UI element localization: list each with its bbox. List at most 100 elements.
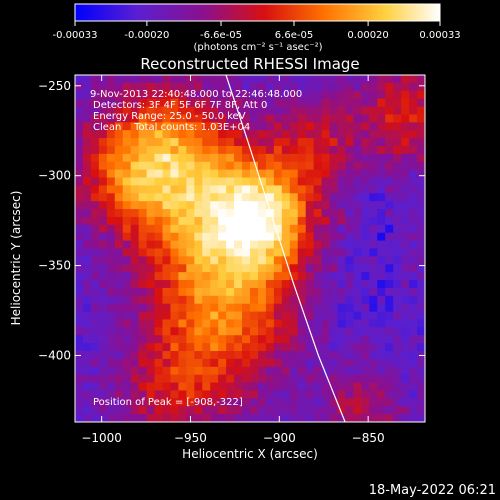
- heatmap-cell: [130, 161, 140, 171]
- heatmap-cell: [106, 130, 116, 139]
- heatmap-cell: [170, 398, 179, 407]
- heatmap-cell: [313, 130, 323, 139]
- heatmap-cell: [369, 130, 378, 139]
- heatmap-cell: [337, 319, 347, 328]
- heatmap-cell: [321, 106, 331, 116]
- heatmap-cell: [329, 406, 339, 415]
- heatmap-cell: [257, 232, 267, 242]
- heatmap-cell: [273, 153, 283, 163]
- heatmap-cell: [218, 177, 227, 187]
- heatmap-cell: [186, 382, 195, 392]
- heatmap-cell: [194, 351, 203, 360]
- heatmap-cell: [178, 256, 187, 265]
- heatmap-cell: [130, 390, 140, 399]
- heatmap-cell: [82, 193, 92, 202]
- heatmap-cell: [186, 240, 195, 250]
- heatmap-cell: [345, 75, 354, 84]
- heatmap-cell: [178, 75, 187, 84]
- heatmap-cell: [321, 98, 331, 108]
- heatmap-cell: [369, 82, 378, 92]
- heatmap-cell: [393, 327, 402, 336]
- heatmap-cell: [345, 224, 354, 234]
- heatmap-cell: [146, 169, 156, 179]
- heatmap-cell: [329, 319, 339, 328]
- heatmap-cell: [234, 216, 243, 226]
- heatmap-cell: [210, 75, 219, 84]
- heatmap-cell: [226, 114, 235, 123]
- heatmap-cell: [257, 335, 267, 344]
- heatmap-cell: [234, 319, 243, 328]
- heatmap-cell: [226, 216, 235, 226]
- heatmap-cell: [242, 106, 251, 116]
- heatmap-cell: [130, 138, 140, 147]
- heatmap-cell: [273, 114, 283, 123]
- heatmap-cell: [146, 358, 156, 368]
- heatmap-cell: [162, 161, 172, 171]
- heatmap-cell: [210, 130, 219, 139]
- heatmap-cell: [409, 398, 418, 407]
- heatmap-cell: [90, 82, 100, 92]
- heatmap-cell: [75, 145, 84, 155]
- heatmap-cell: [297, 406, 307, 415]
- heatmap-cell: [130, 185, 140, 194]
- heatmap-cell: [130, 216, 140, 226]
- heatmap-cell: [337, 98, 347, 108]
- heatmap-cell: [305, 390, 315, 399]
- heatmap-cell: [329, 327, 339, 336]
- heatmap-cell: [218, 390, 227, 399]
- heatmap-cell: [226, 90, 235, 100]
- heatmap-cell: [393, 406, 402, 415]
- heatmap-cell: [265, 82, 275, 92]
- heatmap-cell: [234, 406, 243, 415]
- heatmap-cell: [281, 366, 291, 376]
- heatmap-cell: [114, 185, 124, 194]
- heatmap-cell: [170, 358, 179, 368]
- heatmap-cell: [321, 130, 331, 139]
- heatmap-cell: [106, 287, 116, 297]
- heatmap-cell: [250, 335, 259, 344]
- heatmap-cell: [210, 256, 219, 265]
- heatmap-cell: [154, 406, 164, 415]
- heatmap-cell: [250, 327, 259, 336]
- heatmap-cell: [130, 366, 140, 376]
- heatmap-cell: [329, 295, 339, 305]
- heatmap-cell: [385, 224, 394, 234]
- heatmap-cell: [281, 201, 291, 210]
- heatmap-cell: [369, 153, 378, 163]
- heatmap-cell: [210, 185, 219, 194]
- heatmap-cell: [162, 358, 172, 368]
- heatmap-cell: [329, 256, 339, 265]
- heatmap-cell: [401, 122, 410, 131]
- heatmap-cell: [289, 145, 299, 155]
- heatmap-cell: [98, 153, 108, 163]
- heatmap-cell: [401, 264, 410, 273]
- heatmap-cell: [242, 75, 251, 84]
- heatmap-cell: [138, 335, 148, 344]
- heatmap-cell: [82, 319, 92, 328]
- heatmap-cell: [154, 327, 164, 336]
- heatmap-cell: [138, 366, 148, 376]
- heatmap-cell: [289, 161, 299, 171]
- heatmap-cell: [170, 114, 179, 123]
- heatmap-cell: [82, 280, 92, 289]
- heatmap-cell: [162, 209, 172, 218]
- heatmap-cell: [122, 209, 132, 218]
- heatmap-cell: [393, 256, 402, 265]
- heatmap-cell: [242, 98, 251, 108]
- heatmap-cell: [98, 358, 108, 368]
- heatmap-cell: [122, 98, 132, 108]
- heatmap-cell: [273, 311, 283, 321]
- heatmap-cell: [98, 280, 108, 289]
- heatmap-cell: [393, 177, 402, 187]
- heatmap-cell: [273, 248, 283, 257]
- heatmap-cell: [361, 406, 370, 415]
- heatmap-cell: [353, 90, 362, 100]
- heatmap-cell: [162, 169, 172, 179]
- heatmap-cell: [154, 374, 164, 384]
- heatmap-cell: [273, 351, 283, 360]
- heatmap-cell: [385, 138, 394, 147]
- heatmap-cell: [130, 193, 140, 202]
- heatmap-cell: [226, 272, 235, 281]
- heatmap-cell: [250, 161, 259, 171]
- heatmap-cell: [250, 145, 259, 155]
